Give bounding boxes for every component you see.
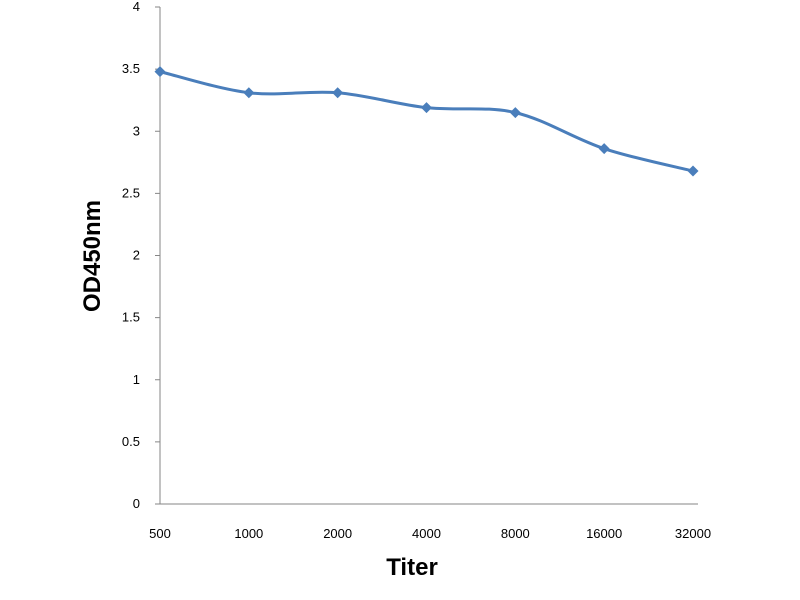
x-axis-title: Titer	[386, 554, 438, 581]
x-axis-ticks: 500 1000 2000 4000 8000 16000 32000	[149, 526, 711, 541]
x-tick-label: 8000	[501, 526, 530, 541]
x-tick-label: 16000	[586, 526, 622, 541]
x-tick-label: 2000	[323, 526, 352, 541]
y-tick-label: 4	[133, 0, 140, 14]
y-axis-title: OD450nm	[79, 200, 106, 312]
x-tick-label: 4000	[412, 526, 441, 541]
series-layer	[154, 66, 699, 177]
axes	[159, 7, 698, 505]
data-point-marker	[687, 165, 699, 177]
y-tick-label: 1	[133, 372, 140, 387]
y-tick-label: 2.5	[122, 185, 140, 200]
data-point-marker	[243, 87, 255, 99]
data-point-marker	[154, 66, 166, 78]
y-tick-label: 3	[133, 123, 140, 138]
data-point-marker	[332, 87, 344, 99]
x-tick-label: 32000	[675, 526, 711, 541]
data-point-marker	[598, 143, 610, 155]
y-tick-label: 1.5	[122, 310, 140, 325]
x-tick-label: 500	[149, 526, 171, 541]
y-tick-label: 3.5	[122, 61, 140, 76]
data-point-marker	[421, 102, 432, 114]
y-axis-ticks: 0 0.5 1 1.5 2 2.5 3 3.5 4	[122, 0, 160, 511]
data-point-marker	[509, 107, 521, 119]
y-tick-label: 0.5	[122, 434, 140, 449]
y-tick-label: 0	[133, 496, 140, 511]
series-line	[158, 70, 695, 173]
x-tick-label: 1000	[234, 526, 263, 541]
y-tick-label: 2	[133, 248, 140, 263]
